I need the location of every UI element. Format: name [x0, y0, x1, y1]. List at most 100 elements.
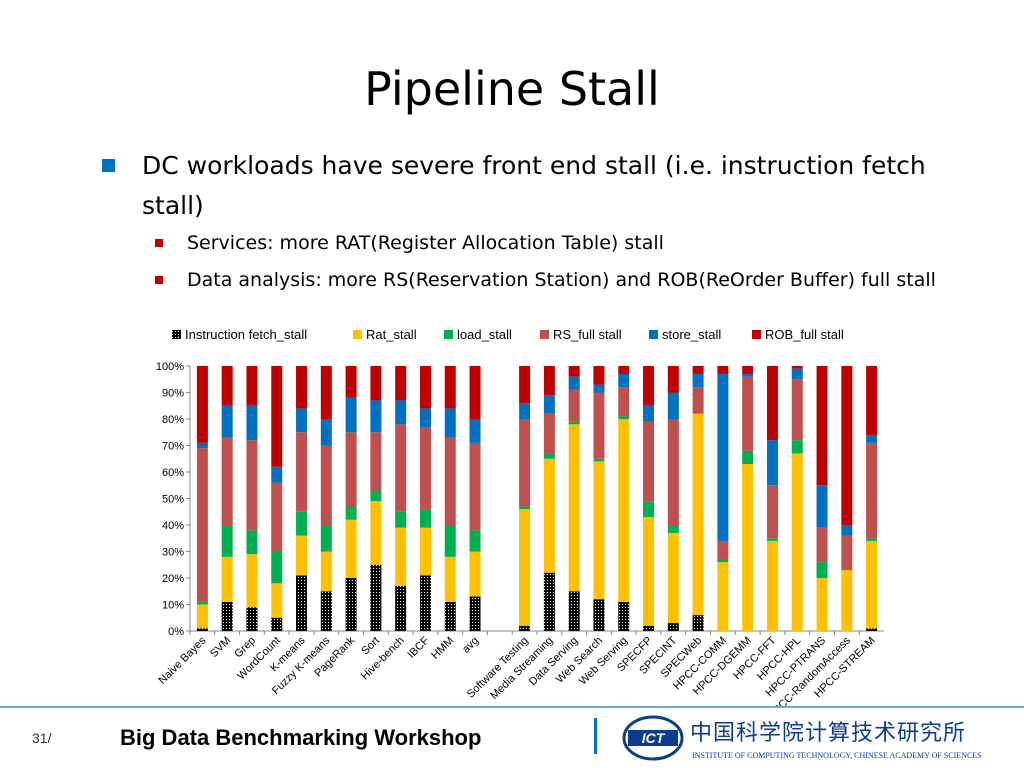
- bar-segment: [791, 379, 803, 441]
- bar-segment: [271, 583, 283, 618]
- legend-label: load_stall: [457, 327, 512, 342]
- bar-segment: [816, 562, 828, 578]
- bar-segment: [320, 551, 332, 592]
- legend-swatch: [444, 330, 453, 339]
- bar-segment: [296, 511, 308, 536]
- bar-segment: [444, 556, 456, 602]
- x-tick-label: IBCF: [405, 634, 431, 660]
- legend-swatch: [649, 330, 658, 339]
- bar-segment: [742, 376, 754, 451]
- bar-segment: [370, 501, 382, 565]
- bar-segment: [643, 366, 655, 406]
- bar-segment: [593, 599, 605, 631]
- legend-label: ROB_full stall: [765, 327, 844, 342]
- legend-swatch: [752, 330, 761, 339]
- x-tick-label: HMM: [429, 635, 456, 662]
- bar-segment: [271, 366, 283, 467]
- y-tick-label: 20%: [162, 573, 184, 585]
- bar-segment: [568, 366, 580, 377]
- bar-segment: [271, 551, 283, 584]
- bar-segment: [543, 366, 555, 396]
- bar-segment: [791, 366, 803, 369]
- y-tick-label: 70%: [162, 441, 184, 453]
- bar-segment: [221, 525, 233, 557]
- bar-segment: [618, 366, 630, 374]
- bar-segment: [766, 538, 778, 541]
- bar-segment: [667, 392, 679, 419]
- ict-logo-icon: ICT: [622, 715, 684, 761]
- bar-segment: [370, 564, 382, 631]
- slide-title: Pipeline Stall: [364, 62, 660, 116]
- bar-segment: [395, 366, 407, 401]
- bar-segment: [419, 575, 431, 631]
- bar-segment: [370, 400, 382, 433]
- bar-segment: [692, 413, 704, 616]
- bar-segment: [221, 405, 233, 438]
- bar-segment: [519, 419, 531, 507]
- bar-segment: [221, 366, 233, 406]
- bar-segment: [593, 392, 605, 459]
- bar-segment: [643, 421, 655, 502]
- bar-segment: [519, 509, 531, 626]
- bar-segment: [593, 366, 605, 385]
- bullet-marker-icon: [102, 159, 115, 172]
- bar-segment: [419, 509, 431, 528]
- bar-segment: [246, 607, 258, 631]
- bar-segment: [643, 501, 655, 518]
- bar-segment: [667, 525, 679, 533]
- bar-segment: [816, 485, 828, 528]
- bar-segment: [593, 461, 605, 600]
- bar-segment: [717, 373, 729, 541]
- y-tick-label: 60%: [162, 467, 184, 479]
- bar-segment: [568, 376, 580, 390]
- sub-bullet-marker-icon: [155, 276, 163, 284]
- bar-segment: [692, 615, 704, 631]
- bar-segment: [395, 585, 407, 631]
- bar-segment: [296, 366, 308, 409]
- ict-logo: ICT 中国科学院计算技术研究所 INSTITUTE OF COMPUTING …: [622, 712, 1017, 768]
- bar-segment: [444, 366, 456, 409]
- bar-segment: [196, 628, 208, 631]
- bar-segment: [519, 506, 531, 510]
- bar-segment: [866, 366, 878, 435]
- bar-segment: [618, 373, 630, 388]
- chart-x-labels: Naive Bayes SVMGrepWordCountK-meansFuzzy …: [156, 634, 877, 706]
- bar-segment: [766, 366, 778, 441]
- chart-bars: [196, 366, 878, 631]
- bar-segment: [692, 387, 704, 414]
- bar-segment: [717, 559, 729, 563]
- bar-segment: [717, 366, 729, 374]
- bar-segment: [866, 540, 878, 629]
- x-tick-label: avg: [460, 635, 481, 656]
- bar-segment: [296, 535, 308, 576]
- bar-segment: [419, 527, 431, 576]
- bar-segment: [419, 408, 431, 427]
- bar-segment: [296, 432, 308, 512]
- bar-segment: [419, 426, 431, 510]
- bar-segment: [395, 400, 407, 425]
- bar-segment: [469, 442, 481, 531]
- bar-segment: [717, 562, 729, 631]
- bar-segment: [618, 387, 630, 417]
- bar-segment: [370, 432, 382, 491]
- bar-segment: [766, 540, 778, 631]
- bar-segment: [519, 366, 531, 404]
- bar-segment: [841, 366, 853, 525]
- bar-segment: [543, 453, 555, 459]
- bar-segment: [469, 551, 481, 597]
- ict-name-en: INSTITUTE OF COMPUTING TECHNOLOGY, CHINE…: [692, 751, 982, 760]
- pipeline-stall-chart: Instruction fetch_stall Rat_stall load_sta…: [156, 327, 884, 706]
- bar-segment: [667, 419, 679, 525]
- y-tick-label: 0%: [168, 626, 184, 638]
- bar-segment: [271, 482, 283, 552]
- bar-segment: [469, 530, 481, 552]
- bar-segment: [667, 366, 679, 393]
- bar-segment: [593, 458, 605, 462]
- y-tick-label: 10%: [162, 600, 184, 612]
- bar-segment: [667, 623, 679, 631]
- sub-bullet-services-text: Services: more RAT(Register Allocation T…: [187, 232, 664, 254]
- y-tick-label: 80%: [162, 414, 184, 426]
- bar-segment: [221, 601, 233, 631]
- bar-segment: [667, 532, 679, 624]
- sub-bullet-data-analysis-text: Data analysis: more RS(Reservation Stati…: [187, 269, 936, 291]
